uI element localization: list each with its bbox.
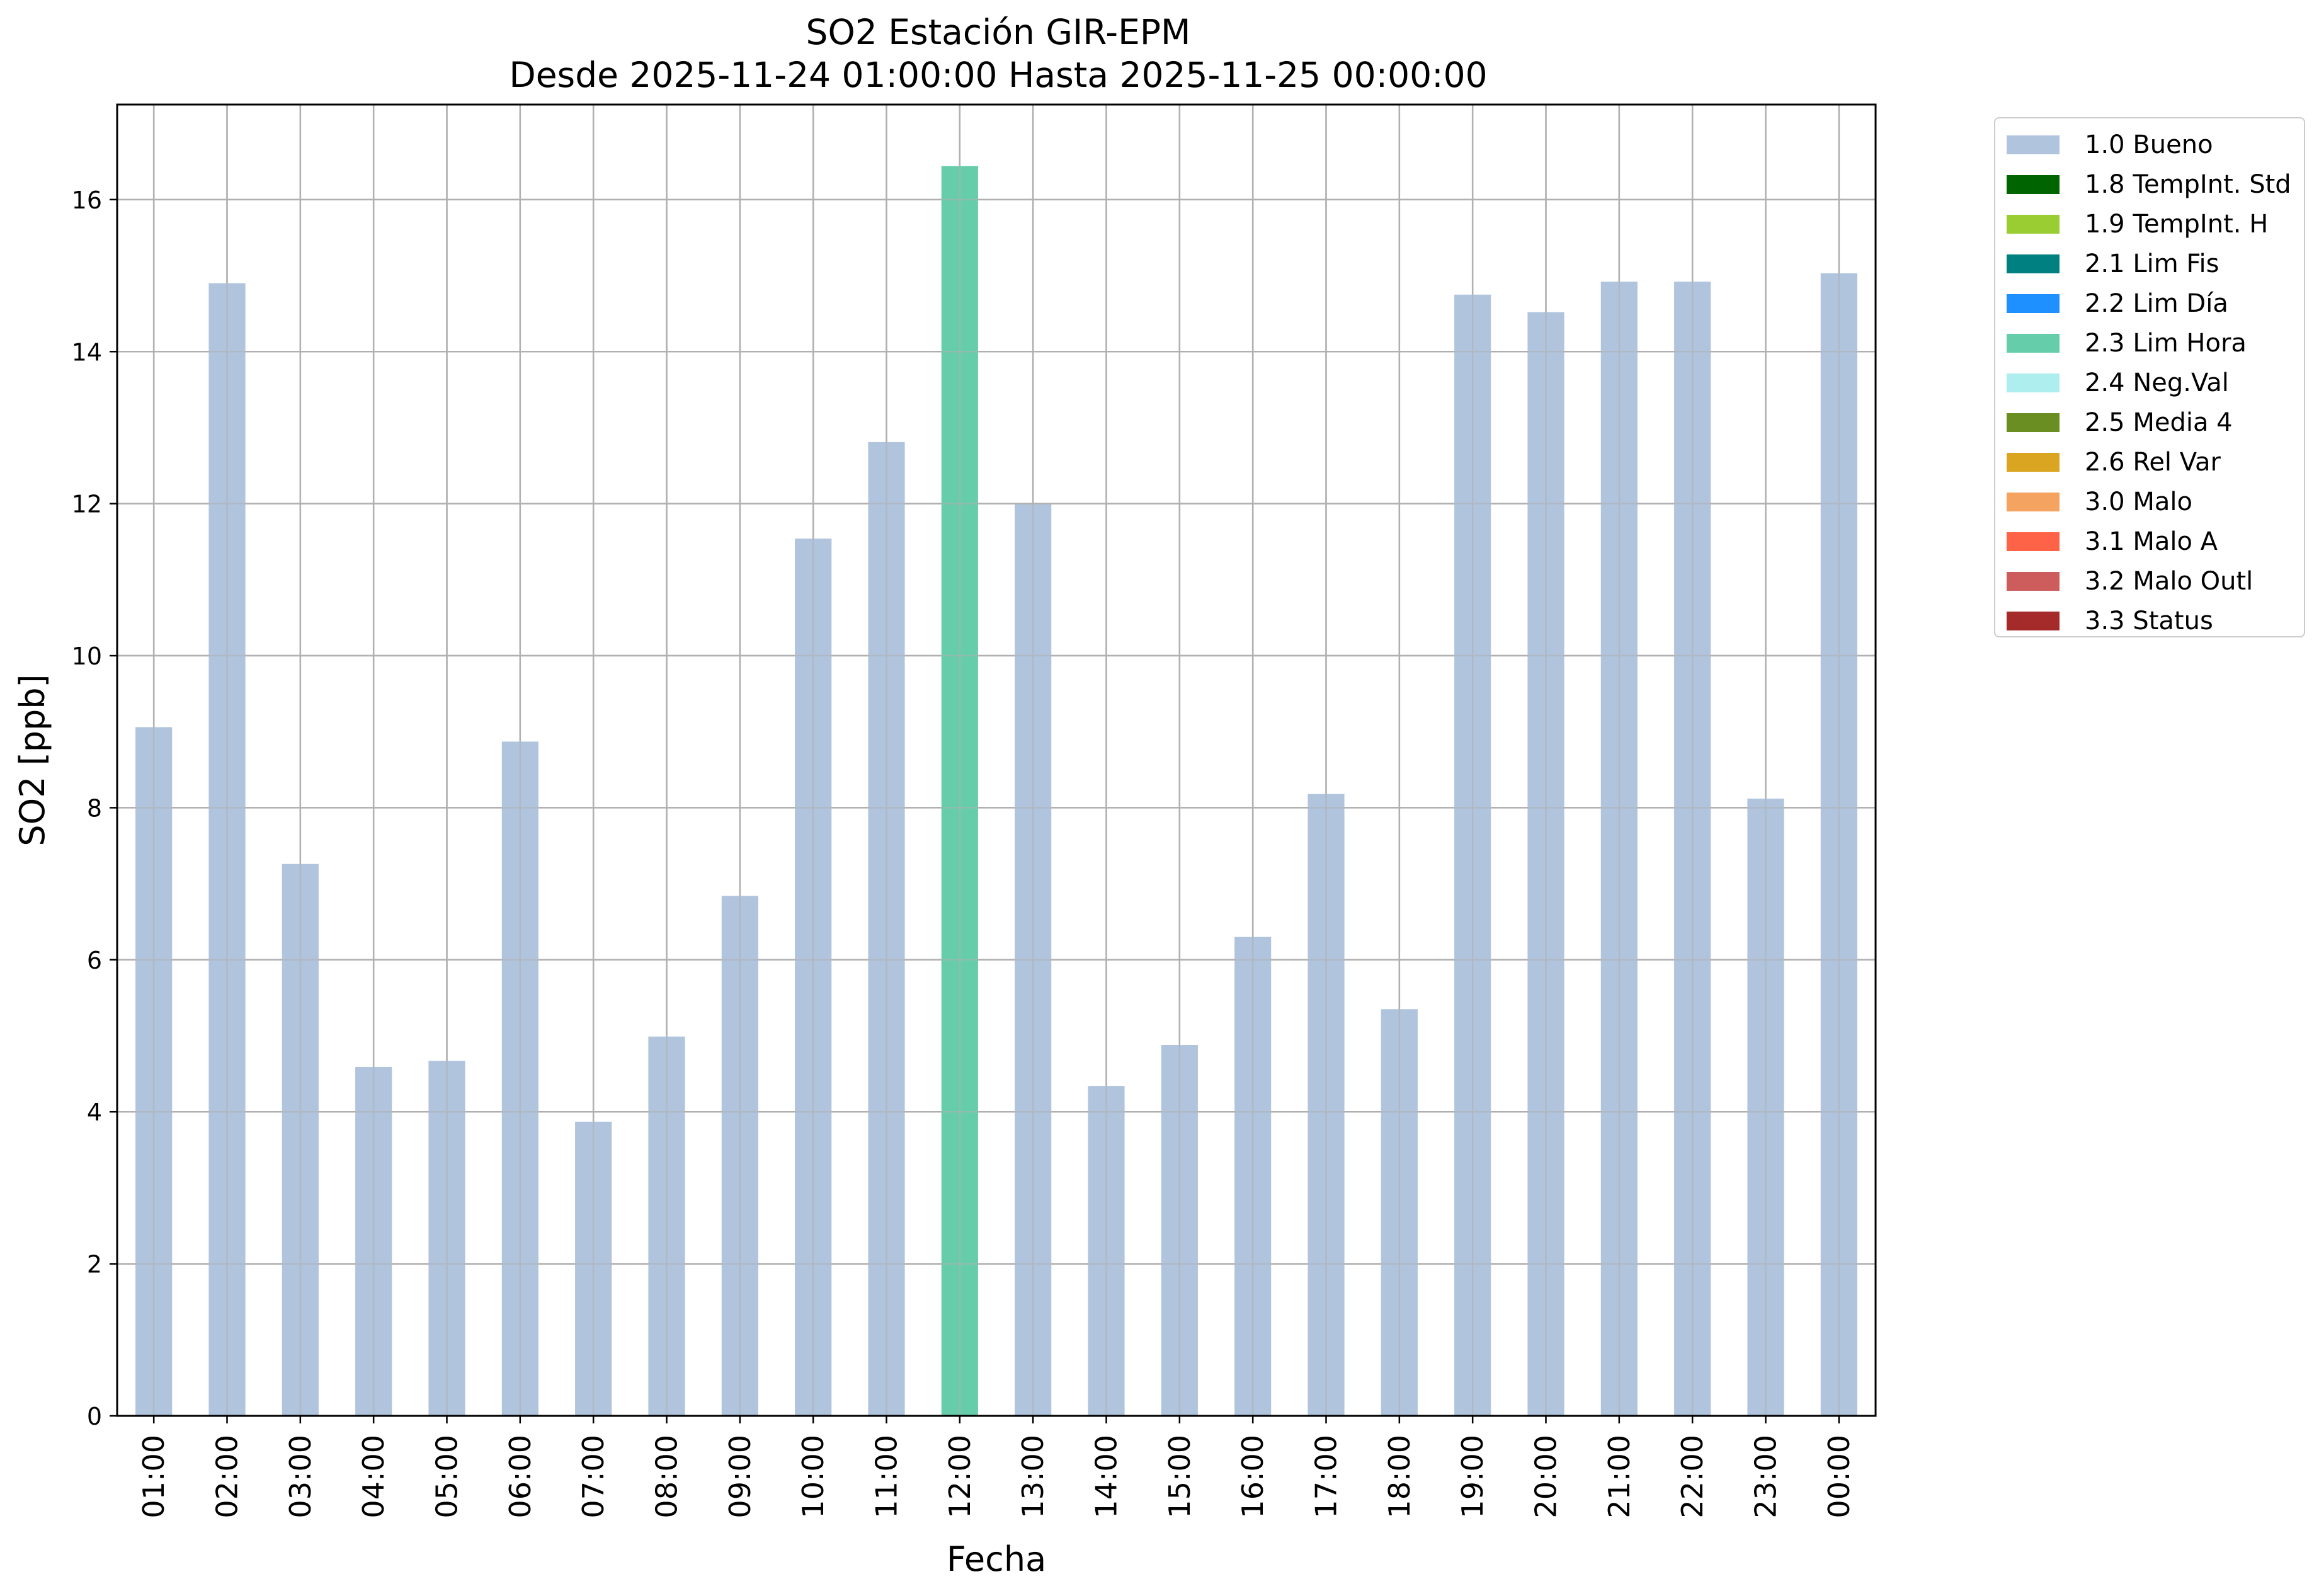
x-axis-ticks: 01:00 02:00 03:00 04:00 05:00 06:00 07:00 08:00… <box>137 1416 1856 1519</box>
y-tick-label: 2 <box>87 1251 102 1279</box>
x-tick-label: 14:00 <box>1090 1435 1124 1519</box>
legend-item-2-1: 2.1 Lim Fis <box>2007 249 2219 278</box>
legend-swatch <box>2007 334 2060 353</box>
legend-item-2-3: 2.3 Lim Hora <box>2007 329 2247 358</box>
x-tick-label: 01:00 <box>137 1435 171 1519</box>
legend-label: 2.5 Media 4 <box>2085 408 2233 437</box>
x-tick-label: 15:00 <box>1163 1435 1197 1519</box>
legend-label: 1.8 TempInt. Std <box>2085 170 2291 199</box>
x-tick-label: 06:00 <box>503 1435 537 1519</box>
x-tick-label: 13:00 <box>1016 1435 1050 1519</box>
y-tick-label: 14 <box>72 338 102 366</box>
legend-label: 1.9 TempInt. H <box>2085 210 2269 239</box>
legend-label: 1.0 Bueno <box>2085 130 2213 159</box>
y-tick-label: 0 <box>87 1403 102 1430</box>
legend-item-3-2: 3.2 Malo Outl <box>2007 567 2253 596</box>
legend-swatch <box>2007 215 2060 234</box>
legend-item-3-1: 3.1 Malo A <box>2007 527 2218 556</box>
x-tick-label: 16:00 <box>1236 1435 1270 1519</box>
x-tick-label: 18:00 <box>1382 1435 1416 1519</box>
y-tick-label: 8 <box>87 794 102 822</box>
legend: 1.0 Bueno 1.8 TempInt. Std 1.9 TempInt. H 2… <box>1994 117 2305 637</box>
legend-swatch <box>2007 532 2060 551</box>
y-tick-label: 10 <box>72 642 102 670</box>
legend-swatch <box>2007 413 2060 432</box>
legend-item-1-0: 1.0 Bueno <box>2007 130 2213 159</box>
x-tick-label: 17:00 <box>1309 1435 1343 1519</box>
legend-item-1-8: 1.8 TempInt. Std <box>2007 170 2291 199</box>
x-tick-label: 19:00 <box>1456 1435 1490 1519</box>
y-axis-ticks: 0 2 4 6 8 10 12 14 16 <box>72 186 117 1430</box>
x-tick-label: 21:00 <box>1602 1435 1636 1519</box>
legend-label: 2.3 Lim Hora <box>2085 329 2247 358</box>
x-tick-label: 04:00 <box>356 1435 390 1519</box>
x-tick-label: 02:00 <box>210 1435 244 1519</box>
legend-label: 3.2 Malo Outl <box>2085 567 2253 596</box>
legend-label: 2.6 Rel Var <box>2085 448 2221 477</box>
x-tick-label: 08:00 <box>650 1435 684 1519</box>
legend-swatch <box>2007 493 2060 511</box>
x-tick-label: 20:00 <box>1529 1435 1563 1519</box>
x-tick-label: 10:00 <box>796 1435 830 1519</box>
x-tick-label: 07:00 <box>576 1435 610 1519</box>
legend-item-3-3: 3.3 Status <box>2007 607 2213 636</box>
legend-item-1-9: 1.9 TempInt. H <box>2007 210 2269 239</box>
legend-label: 2.2 Lim Día <box>2085 289 2228 318</box>
x-tick-label: 00:00 <box>1822 1435 1856 1519</box>
legend-item-2-4: 2.4 Neg.Val <box>2007 368 2229 397</box>
x-tick-label: 09:00 <box>723 1435 757 1519</box>
chart-title: SO2 Estación GIR-EPM <box>806 12 1191 52</box>
x-tick-label: 03:00 <box>283 1435 317 1519</box>
legend-item-2-5: 2.5 Media 4 <box>2007 408 2233 437</box>
y-tick-label: 12 <box>72 491 102 518</box>
x-tick-label: 22:00 <box>1675 1435 1709 1519</box>
grid-lines-overlay <box>117 105 1876 1417</box>
legend-swatch <box>2007 453 2060 472</box>
legend-swatch <box>2007 294 2060 313</box>
legend-label: 3.0 Malo <box>2085 487 2192 516</box>
y-tick-label: 6 <box>87 947 102 974</box>
legend-item-3-0: 3.0 Malo <box>2007 487 2192 516</box>
legend-swatch <box>2007 135 2060 154</box>
x-tick-label: 12:00 <box>943 1435 977 1519</box>
x-tick-label: 23:00 <box>1749 1435 1783 1519</box>
legend-label: 3.1 Malo A <box>2085 527 2218 556</box>
plot-frame <box>116 103 1877 1417</box>
legend-label: 2.4 Neg.Val <box>2085 368 2229 397</box>
y-tick-label: 4 <box>87 1098 102 1126</box>
x-tick-label: 11:00 <box>870 1435 904 1519</box>
y-tick-label: 16 <box>72 186 102 214</box>
legend-label: 3.3 Status <box>2085 607 2213 636</box>
x-axis-label: Fecha <box>947 1539 1046 1579</box>
bars <box>135 166 1857 1416</box>
legend-swatch <box>2007 175 2060 194</box>
legend-item-2-6: 2.6 Rel Var <box>2007 448 2221 477</box>
legend-swatch <box>2007 612 2060 630</box>
legend-swatch <box>2007 373 2060 392</box>
legend-label: 2.1 Lim Fis <box>2085 249 2219 278</box>
x-tick-label: 05:00 <box>430 1435 464 1519</box>
chart-subtitle: Desde 2025-11-24 01:00:00 Hasta 2025-11-… <box>509 55 1488 95</box>
legend-swatch <box>2007 254 2060 273</box>
y-axis-label: SO2 [ppb] <box>13 674 52 846</box>
legend-swatch <box>2007 572 2060 591</box>
legend-item-2-2: 2.2 Lim Día <box>2007 289 2228 318</box>
